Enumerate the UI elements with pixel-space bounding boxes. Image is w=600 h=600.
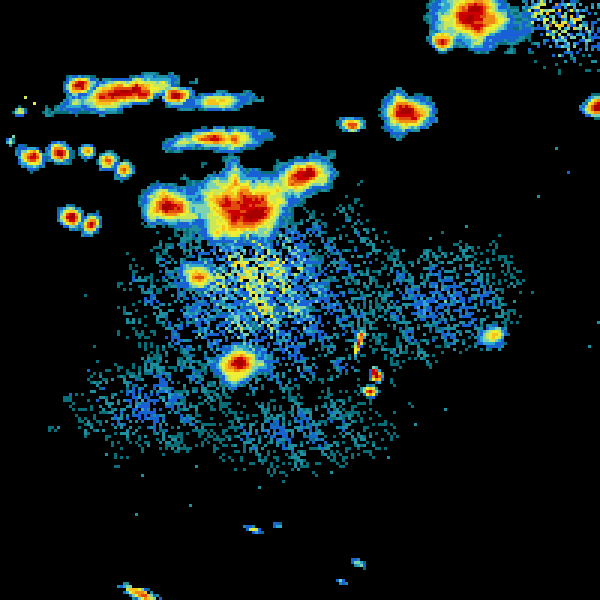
radar-reflectivity-view[interactable]	[0, 0, 600, 600]
radar-reflectivity-canvas	[0, 0, 600, 600]
